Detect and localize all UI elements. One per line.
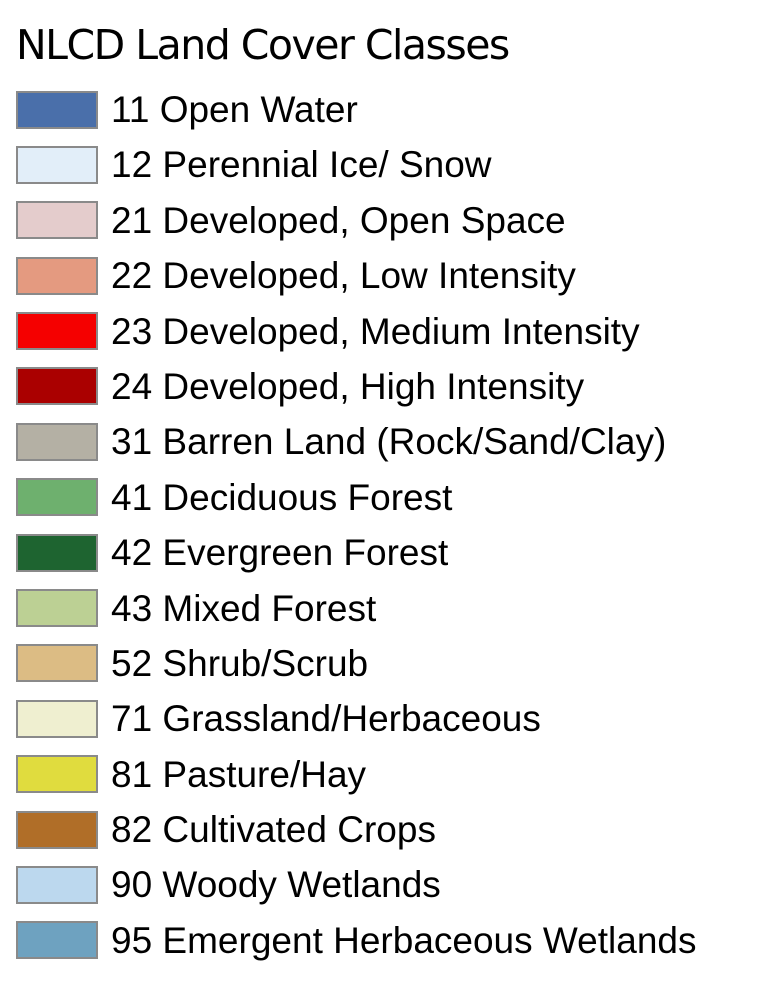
legend-item-22: 22 Developed, Low Intensity [16, 253, 771, 298]
legend-item-82: 82 Cultivated Crops [16, 807, 771, 852]
legend-label-31: 31 Barren Land (Rock/Sand/Clay) [111, 421, 667, 463]
color-swatch-42 [16, 533, 98, 572]
legend-label-82: 82 Cultivated Crops [111, 809, 436, 851]
legend-item-21: 21 Developed, Open Space [16, 198, 771, 243]
legend-item-41: 41 Deciduous Forest [16, 475, 771, 520]
legend-item-81: 81 Pasture/Hay [16, 752, 771, 797]
color-swatch-12 [16, 145, 98, 184]
color-swatch-95 [16, 921, 98, 960]
legend-label-23: 23 Developed, Medium Intensity [111, 310, 640, 352]
legend-item-31: 31 Barren Land (Rock/Sand/Clay) [16, 419, 771, 464]
legend-label-81: 81 Pasture/Hay [111, 753, 367, 795]
legend-item-43: 43 Mixed Forest [16, 586, 771, 631]
legend-label-41: 41 Deciduous Forest [111, 476, 453, 518]
legend-list: 11 Open Water 12 Perennial Ice/ Snow 21 De… [16, 87, 771, 973]
legend-label-22: 22 Developed, Low Intensity [111, 255, 576, 297]
legend-item-24: 24 Developed, High Intensity [16, 364, 771, 409]
color-swatch-21 [16, 201, 98, 240]
legend-item-23: 23 Developed, Medium Intensity [16, 309, 771, 354]
color-swatch-41 [16, 478, 98, 517]
legend-title: NLCD Land Cover Classes [16, 21, 510, 69]
legend-label-21: 21 Developed, Open Space [111, 199, 566, 241]
legend-label-12: 12 Perennial Ice/ Snow [111, 144, 492, 186]
color-swatch-43 [16, 589, 98, 628]
color-swatch-11 [16, 90, 98, 129]
color-swatch-81 [16, 755, 98, 794]
color-swatch-90 [16, 865, 98, 904]
legend-label-43: 43 Mixed Forest [111, 587, 377, 629]
legend-item-95: 95 Emergent Herbaceous Wetlands [16, 918, 771, 963]
color-swatch-71 [16, 699, 98, 738]
legend-label-52: 52 Shrub/Scrub [111, 642, 369, 684]
color-swatch-24 [16, 367, 98, 406]
legend-item-71: 71 Grassland/Herbaceous [16, 696, 771, 741]
legend-label-71: 71 Grassland/Herbaceous [111, 698, 541, 740]
legend-item-90: 90 Woody Wetlands [16, 862, 771, 907]
legend-label-95: 95 Emergent Herbaceous Wetlands [111, 919, 697, 961]
legend-item-12: 12 Perennial Ice/ Snow [16, 142, 771, 187]
legend-item-42: 42 Evergreen Forest [16, 530, 771, 575]
legend-label-42: 42 Evergreen Forest [111, 532, 449, 574]
legend-item-52: 52 Shrub/Scrub [16, 641, 771, 686]
color-swatch-31 [16, 422, 98, 461]
legend-label-11: 11 Open Water [111, 89, 358, 130]
legend-label-24: 24 Developed, High Intensity [111, 365, 585, 407]
color-swatch-22 [16, 256, 98, 295]
color-swatch-52 [16, 644, 98, 683]
color-swatch-23 [16, 312, 98, 351]
legend-label-90: 90 Woody Wetlands [111, 864, 441, 906]
color-swatch-82 [16, 810, 98, 849]
legend-item-11: 11 Open Water [16, 87, 771, 132]
